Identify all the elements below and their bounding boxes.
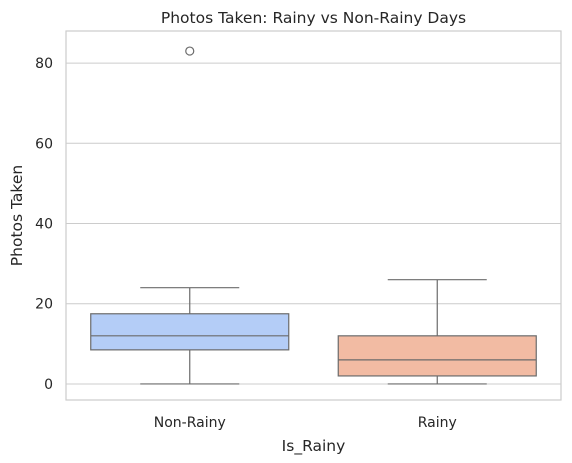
x-tick-label: Non-Rainy [154,415,226,431]
y-tick-label: 0 [44,377,53,393]
y-tick-label: 80 [35,56,53,72]
chart-title: Photos Taken: Rainy vs Non-Rainy Days [161,9,466,27]
y-tick-label: 20 [35,297,53,313]
box-group-rainy [337,279,537,385]
plot-area-frame [65,30,562,401]
outlier-point [185,46,195,56]
y-tick-label: 60 [35,136,53,152]
tick-labels: 0 20 40 60 80 Non-Rainy Rainy [35,56,457,431]
y-axis-label: Photos Taken [8,165,26,266]
y-tick-label: 40 [35,217,53,233]
iqr-box [90,313,290,351]
box-series [90,46,537,385]
iqr-box [337,335,537,377]
x-tick-label: Rainy [418,415,457,431]
box-group-non-rainy [90,46,290,385]
x-axis-label: Is_Rainy [282,437,346,456]
